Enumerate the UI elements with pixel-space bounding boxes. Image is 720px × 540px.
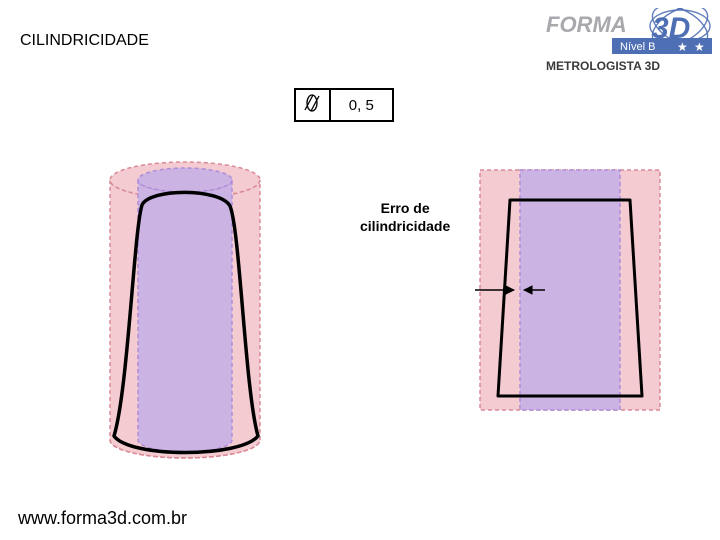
brand-metrologista: METROLOGISTA 3D	[546, 59, 660, 73]
tolerance-frame: 0, 5	[294, 88, 394, 122]
svg-text:★: ★	[677, 40, 688, 54]
error-label: Erro de cilindricidade	[360, 200, 450, 235]
brand-logo: FORMA 3D Nível B ★ ★ METROLOGISTA 3D	[542, 8, 712, 83]
tolerance-value-cell: 0, 5	[331, 90, 392, 120]
brand-nivel: Nível B	[620, 41, 655, 53]
tolerance-value: 0, 5	[349, 97, 374, 114]
cylinder-3d-diagram	[90, 140, 280, 470]
tolerance-symbol-cell	[296, 90, 331, 120]
footer-url: www.forma3d.com.br	[18, 508, 187, 529]
page-title: CILINDRICIDADE	[20, 32, 149, 50]
cylinder-section-diagram	[470, 160, 670, 420]
error-label-line1: Erro de	[381, 200, 430, 216]
error-label-line2: cilindricidade	[360, 218, 450, 234]
svg-text:★: ★	[694, 40, 705, 54]
brand-forma: FORMA	[546, 12, 627, 37]
cylindricity-symbol-icon	[302, 93, 322, 118]
